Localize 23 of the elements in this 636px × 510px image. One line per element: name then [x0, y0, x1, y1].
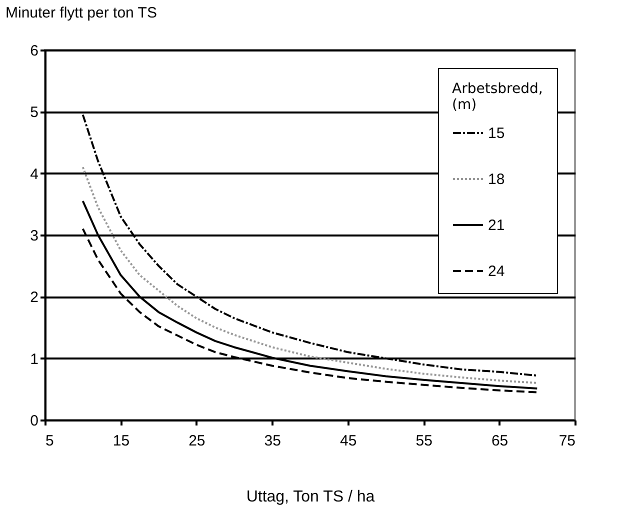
x-tick-label: 75 — [558, 432, 576, 450]
legend-label: 24 — [488, 263, 505, 280]
y-axis-title: Minuter flytt per ton TS — [6, 4, 157, 22]
legend-label: 15 — [488, 125, 505, 142]
y-tick-label: 3 — [30, 228, 38, 244]
legend-title: Arbetsbredd, (m) — [452, 81, 543, 113]
y-tick-label: 2 — [30, 289, 38, 306]
x-tick-label: 15 — [112, 432, 130, 450]
x-tick-label: 55 — [416, 432, 432, 450]
legend-label: 18 — [488, 171, 505, 188]
x-tick-label: 25 — [188, 432, 206, 450]
x-axis-title: Uttag, Ton TS / ha — [246, 488, 375, 506]
y-tick-label: 4 — [30, 166, 38, 183]
x-tick-label: 5 — [46, 432, 54, 450]
y-tick-label: 6 — [30, 42, 38, 60]
line-series — [82, 166, 538, 384]
y-tick-label: 1 — [30, 350, 38, 368]
y-tick-label: 0 — [30, 412, 38, 430]
x-tick-label: 35 — [264, 432, 281, 450]
x-tick-label: 65 — [491, 432, 508, 450]
x-tick-label: 45 — [340, 432, 357, 450]
y-tick-label: 5 — [30, 104, 38, 122]
legend-label: 21 — [488, 217, 505, 234]
